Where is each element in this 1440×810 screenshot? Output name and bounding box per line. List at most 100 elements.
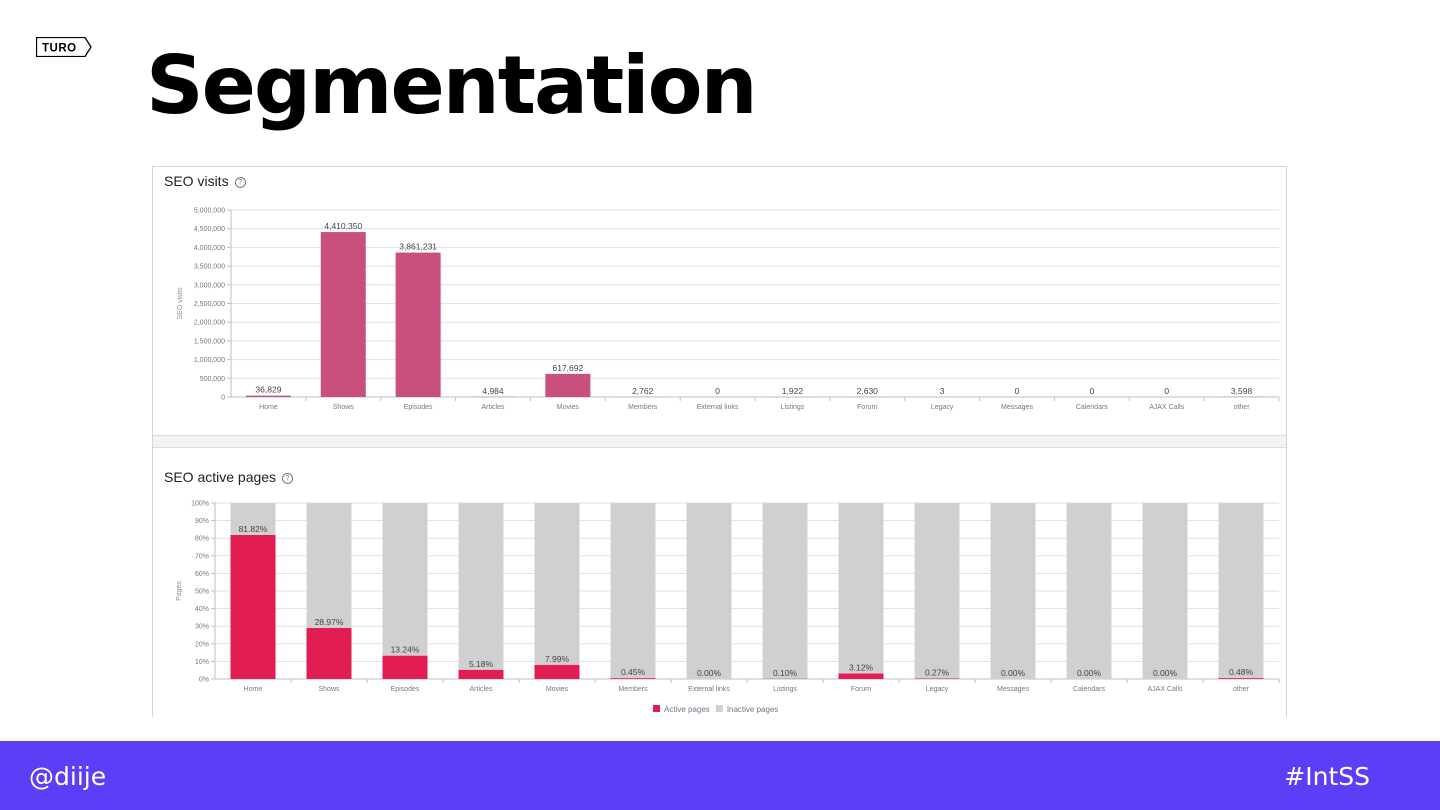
data-label: 0 — [715, 386, 720, 396]
y-tick-label: 80% — [195, 536, 209, 543]
x-tick-label: AJAX Calls — [1147, 686, 1183, 693]
help-icon[interactable]: ? — [234, 176, 246, 188]
bar-active-pages — [610, 678, 656, 679]
y-tick-label: 50% — [195, 589, 209, 596]
bar-inactive-pages — [1142, 503, 1188, 679]
y-tick-label: 40% — [195, 606, 209, 613]
data-label: 0 — [1015, 386, 1020, 396]
data-label: 0.10% — [773, 668, 798, 678]
bar-active-pages — [534, 664, 580, 679]
x-tick-label: Legacy — [926, 686, 949, 693]
x-tick-label: Forum — [857, 404, 877, 411]
footer-handle: @diije — [29, 762, 107, 791]
x-tick-label: AJAX Calls — [1149, 404, 1185, 411]
x-tick-label: Episodes — [391, 686, 420, 693]
bar-inactive-pages — [990, 503, 1036, 679]
bar-inactive-pages — [686, 503, 732, 679]
x-tick-label: other — [1234, 404, 1251, 411]
y-tick-label: 0 — [221, 395, 225, 402]
data-label: 13.24% — [391, 645, 420, 655]
y-tick-label: 4,000,000 — [194, 245, 225, 252]
y-tick-label: 70% — [195, 553, 209, 560]
data-label: 5.18% — [469, 659, 494, 669]
y-tick-label: 100% — [191, 501, 209, 508]
data-label: 36,829 — [255, 385, 281, 395]
seo-active-pages-title: SEO active pages? — [164, 469, 294, 485]
bar-inactive-pages — [534, 503, 580, 665]
y-tick-label: 10% — [195, 659, 209, 666]
y-tick-label: 60% — [195, 571, 209, 578]
slide-title: Segmentation — [146, 39, 758, 132]
bar — [395, 252, 441, 397]
bar-inactive-pages — [1218, 503, 1264, 679]
data-label: 617,692 — [552, 363, 583, 373]
x-tick-label: External links — [688, 686, 730, 693]
x-tick-label: Shows — [333, 404, 355, 411]
data-label: 2,630 — [857, 386, 879, 396]
x-tick-label: Episodes — [404, 404, 433, 411]
y-tick-label: 0% — [199, 677, 209, 684]
bar — [245, 395, 291, 397]
help-icon[interactable]: ? — [282, 472, 294, 484]
data-label: 0.00% — [1001, 668, 1026, 678]
x-tick-label: Listings — [773, 686, 797, 693]
bar-inactive-pages — [458, 503, 504, 670]
bar — [545, 373, 591, 397]
bar-inactive-pages — [382, 503, 428, 656]
footer-bar: @diije #IntSS — [0, 741, 1440, 810]
bar-inactive-pages — [762, 503, 808, 679]
data-label: 0.00% — [1153, 668, 1178, 678]
footer-hashtag: #IntSS — [1284, 762, 1370, 791]
seo-visits-chart: 0 500,000 1,000,000 1,500,000 2,000,000 2,500… — [177, 208, 1280, 411]
data-label: 3,598 — [1231, 386, 1253, 396]
data-label: 0 — [1089, 386, 1094, 396]
x-tick-label: other — [1233, 686, 1250, 693]
data-label: 7.99% — [545, 654, 570, 664]
data-label: 0 — [1164, 386, 1169, 396]
x-tick-label: Home — [244, 686, 263, 693]
legend-swatch — [715, 705, 723, 712]
x-tick-label: Articles — [482, 404, 505, 411]
data-label: 3.12% — [849, 663, 874, 673]
bar — [320, 232, 366, 397]
chart-title: SEO visits — [164, 173, 229, 189]
x-tick-label: Movies — [557, 404, 580, 411]
y-tick-label: 30% — [195, 624, 209, 631]
data-label: 0.48% — [1229, 667, 1254, 677]
y-tick-label: 5,000,000 — [194, 208, 225, 215]
data-label: 4,410,350 — [324, 221, 362, 231]
bar-inactive-pages — [610, 503, 656, 679]
seo-visits-title: SEO visits? — [164, 173, 246, 189]
turo-logo: TURO — [36, 37, 92, 57]
y-tick-label: 2,500,000 — [194, 301, 225, 308]
bar-inactive-pages — [306, 503, 352, 629]
x-tick-label: Calendars — [1076, 404, 1108, 411]
bar-active-pages — [838, 673, 884, 679]
bar-inactive-pages — [914, 503, 960, 679]
y-tick-label: 4,500,000 — [194, 226, 225, 233]
seo-visits-panel: SEO visits? 0 500,000 1,000,000 1,500,000 2,… — [153, 167, 1286, 436]
x-tick-label: Legacy — [931, 404, 954, 411]
data-label: 0.45% — [621, 667, 646, 677]
data-label: 1,922 — [782, 386, 804, 396]
logo-text: TURO — [42, 43, 77, 55]
bar-inactive-pages — [838, 503, 884, 674]
chart-title: SEO active pages — [164, 469, 277, 485]
bar-active-pages — [1218, 678, 1264, 679]
bar-inactive-pages — [1066, 503, 1112, 679]
legend-swatch — [653, 705, 660, 712]
y-tick-label: 1,500,000 — [194, 338, 225, 345]
x-tick-label: Members — [628, 404, 658, 411]
data-label: 3,861,231 — [399, 242, 437, 252]
y-tick-label: 2,000,000 — [194, 320, 225, 327]
bar-inactive-pages — [230, 503, 276, 535]
data-label: 3 — [940, 386, 945, 396]
bar-active-pages — [458, 669, 504, 679]
x-tick-label: Listings — [781, 404, 805, 411]
y-tick-label: 20% — [195, 641, 209, 648]
y-tick-label: 90% — [195, 518, 209, 525]
data-label: 0.00% — [697, 668, 722, 678]
data-label: 28.97% — [315, 617, 344, 627]
y-tick-label: 3,000,000 — [194, 282, 225, 289]
y-axis-label: Pages — [176, 581, 183, 601]
